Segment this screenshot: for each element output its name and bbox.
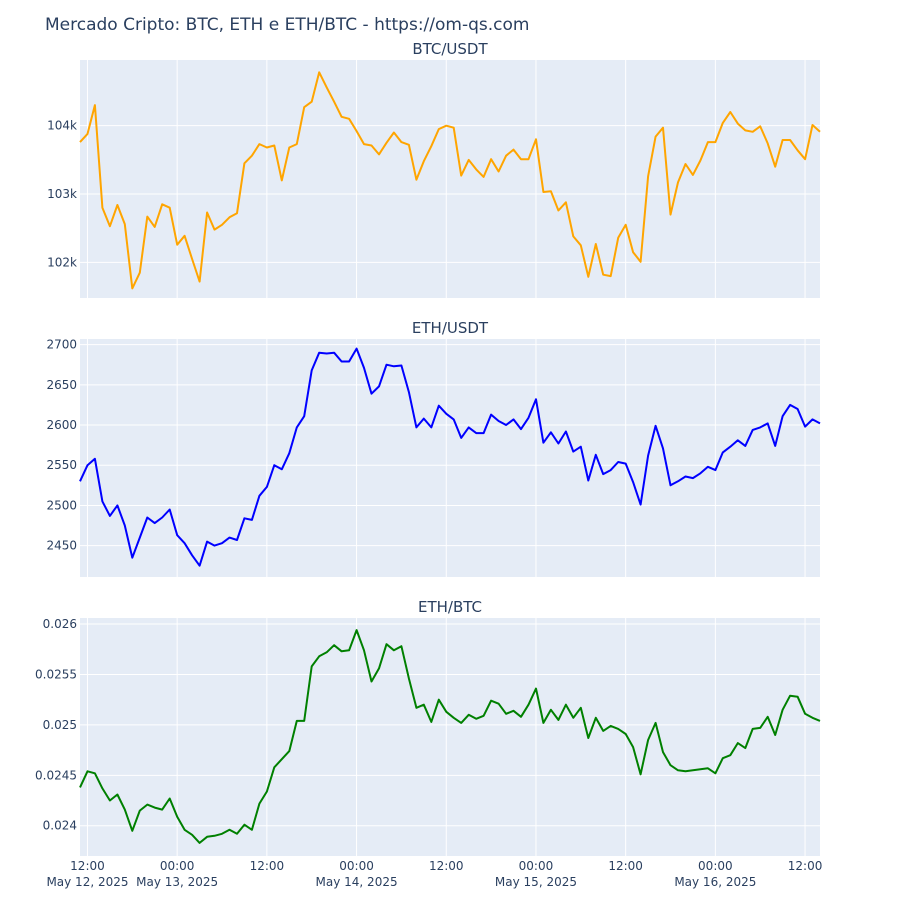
y-tick-label: 103k: [47, 187, 77, 201]
y-tick-label: 2700: [46, 338, 77, 352]
x-tick-date-label: May 12, 2025: [46, 875, 128, 889]
x-tick-label: 12:00: [429, 859, 464, 873]
series-line: [79, 71, 821, 290]
x-tick-label: 12:00: [608, 859, 643, 873]
x-tick-date-label: May 14, 2025: [316, 875, 398, 889]
subplot-title: ETH/USDT: [412, 319, 489, 337]
y-tick-label: 2450: [46, 539, 77, 553]
x-tick-label: 12:00: [788, 859, 823, 873]
y-tick-label: 2600: [46, 418, 77, 432]
y-tick-label: 0.0255: [35, 667, 77, 681]
x-tick-date-label: May 16, 2025: [674, 875, 756, 889]
subplot-btc-usdt: 102k 103k 104k BTC/USDT: [47, 40, 821, 298]
subplot-eth-btc: 0.024 0.0245 0.025 0.0255 0.026 ETH/BTC: [35, 598, 821, 856]
y-tick-label: 0.025: [43, 718, 77, 732]
x-tick-date-label: May 13, 2025: [136, 875, 218, 889]
x-tick-label: 00:00: [339, 859, 374, 873]
y-tick-label: 102k: [47, 255, 77, 269]
x-tick-label: 00:00: [160, 859, 195, 873]
series-line: [79, 347, 821, 567]
subplot-eth-usdt: 2450 2500 2550 2600 2650 2700 ETH/USDT: [46, 319, 821, 577]
x-tick-date-label: May 15, 2025: [495, 875, 577, 889]
subplot-title: BTC/USDT: [412, 40, 488, 58]
plot-area: [80, 60, 820, 298]
x-tick-label: 00:00: [698, 859, 733, 873]
plot-area: [80, 339, 820, 577]
x-tick-label: 00:00: [519, 859, 554, 873]
page-title: Mercado Cripto: BTC, ETH e ETH/BTC - htt…: [45, 15, 529, 35]
y-tick-label: 2650: [46, 378, 77, 392]
x-axis: 12:00 May 12, 2025 00:00 May 13, 2025 12:00 0…: [46, 859, 822, 889]
y-tick-label: 2550: [46, 458, 77, 472]
y-tick-label: 2500: [46, 498, 77, 512]
y-tick-label: 0.026: [43, 617, 77, 631]
series-line: [79, 629, 821, 844]
subplot-title: ETH/BTC: [418, 598, 482, 616]
subplots: 102k 103k 104k BTC/USDT 2450 2500 2550 2600 2650…: [35, 40, 821, 856]
y-tick-label: 104k: [47, 119, 77, 133]
x-tick-label: 12:00: [250, 859, 285, 873]
x-tick-label: 12:00: [70, 859, 105, 873]
y-tick-label: 0.0245: [35, 768, 77, 782]
plot-area: [80, 618, 820, 856]
y-tick-label: 0.024: [43, 819, 77, 833]
